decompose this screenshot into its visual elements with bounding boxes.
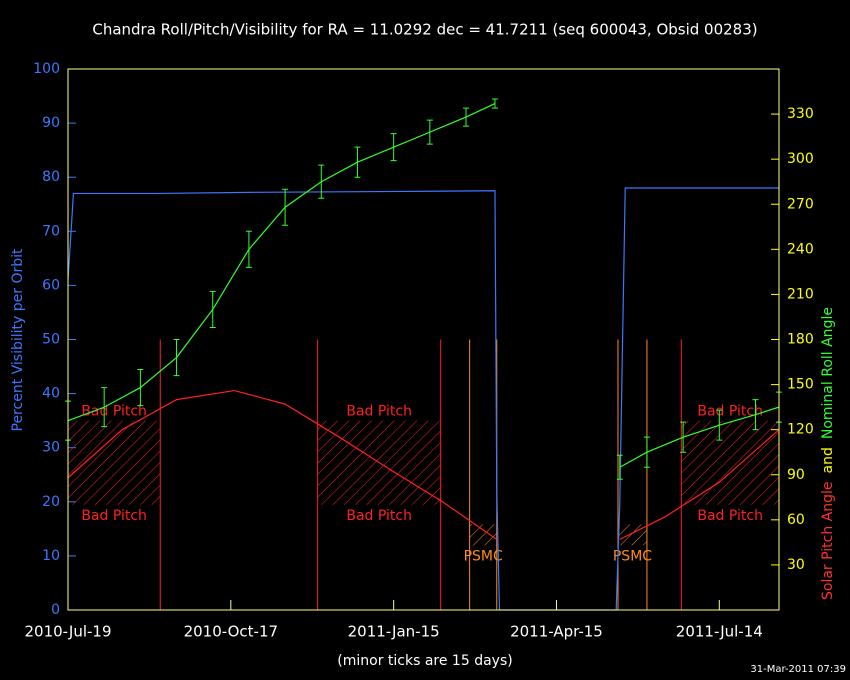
y-tick-label: 90 [42,115,60,131]
y2-tick-label: 90 [787,467,805,483]
error-bar [491,98,498,109]
error-bar [354,146,361,178]
region-label: Bad Pitch [697,508,763,524]
error-bar [173,339,180,377]
error-bar [426,119,433,145]
y-tick-label: 60 [42,277,60,293]
error-bar [282,188,289,226]
region [68,420,161,505]
error-bar [643,436,650,468]
chart-title: Chandra Roll/Pitch/Visibility for RA = 1… [92,21,757,39]
y2-tick-label: 270 [787,196,814,212]
y-tick-label: 40 [42,386,60,402]
error-bar [245,230,252,268]
y2-tick-label: 240 [787,241,814,257]
y-tick-label: 20 [42,494,60,510]
error-bar [318,164,325,199]
y-axis-label: Percent Visibility per Orbit [10,248,26,432]
region-label: Bad Pitch [346,508,412,524]
error-bar [616,454,623,480]
x-tick-label: 2011-Jan-15 [348,623,440,641]
footnote: (minor ticks are 15 days) [337,653,512,669]
y2-tick-label: 150 [787,377,814,393]
region-label: Bad Pitch [346,404,412,420]
y2-tick-label: 60 [787,512,805,528]
y2-tick-label: 180 [787,332,814,348]
timestamp: 31-Mar-2011 07:39 [750,664,846,675]
region-label: PSMC [464,548,503,564]
error-bar [680,421,687,453]
y-tick-label: 50 [42,332,60,348]
error-bar [209,290,216,328]
y2-tick-label: 210 [787,286,814,302]
region-label: PSMC [613,548,652,564]
y-tick-label: 10 [42,548,60,564]
x-tick-label: 2011-Jul-14 [676,623,763,641]
region [469,524,497,546]
y2-axis-label: Nominal Roll Angle [820,307,836,439]
region-label: Bad Pitch [697,404,763,420]
series-line [67,187,779,611]
y2-tick-label: 30 [787,557,805,573]
x-tick-label: 2010-Oct-17 [184,623,278,641]
x-tick-label: 2010-Jul-19 [24,623,111,641]
y2-axis-label: and [820,447,836,473]
error-bar [752,399,759,431]
error-bar [137,369,144,407]
x-tick-label: 2011-Apr-15 [510,623,603,641]
y-tick-label: 30 [42,440,60,456]
y2-tick-label: 120 [787,422,814,438]
y-tick-label: 70 [42,223,60,239]
error-bar [716,409,723,441]
error-bar [390,133,397,162]
series-line [67,389,780,540]
error-bar [463,107,470,127]
region-label: Bad Pitch [81,508,147,524]
region [681,420,779,505]
region-label: Bad Pitch [81,404,147,420]
error-bar [101,387,108,428]
y2-tick-label: 330 [787,106,814,122]
y2-axis-label: Solar Pitch Angle [820,481,836,600]
y2-tick-label: 300 [787,151,814,167]
y-tick-label: 100 [33,61,60,77]
plot-frame [67,68,780,611]
y-tick-label: 80 [42,169,60,185]
y-tick-label: 0 [51,602,60,618]
